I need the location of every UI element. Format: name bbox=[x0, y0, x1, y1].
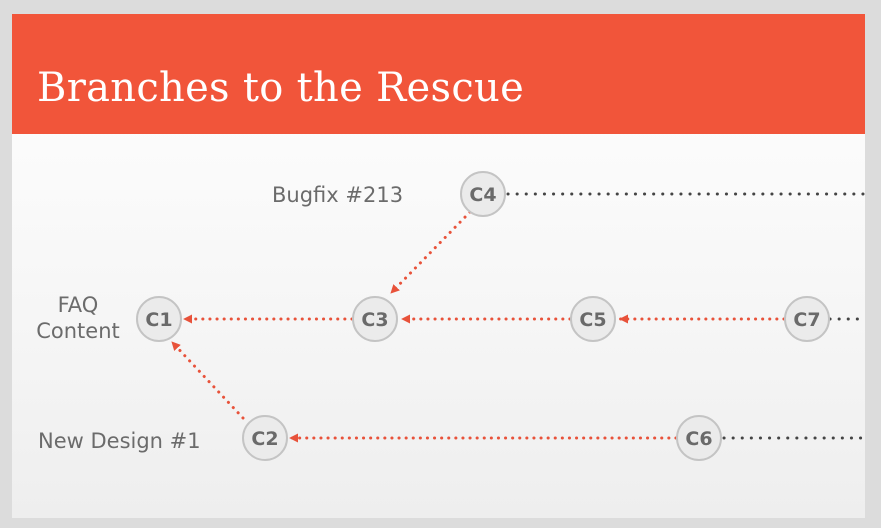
commit-label-c4: C4 bbox=[469, 184, 496, 206]
commit-node-c2: C2 bbox=[242, 415, 288, 461]
commit-graph: C1 C2 C3 C4 C5 C6 bbox=[136, 171, 865, 461]
slide-header: Branches to the Rescue bbox=[12, 14, 865, 134]
commit-label-c6: C6 bbox=[685, 428, 712, 450]
commit-label-c2: C2 bbox=[251, 428, 278, 450]
commit-label-c5: C5 bbox=[579, 309, 606, 331]
commit-label-c1: C1 bbox=[145, 309, 172, 331]
commit-label-c7: C7 bbox=[793, 309, 820, 331]
commit-node-c7: C7 bbox=[784, 296, 830, 342]
branch-label-faq-line2: Content bbox=[36, 319, 120, 343]
branch-label-new-design: New Design #1 bbox=[38, 429, 201, 453]
commit-node-c5: C5 bbox=[570, 296, 616, 342]
commit-node-c1: C1 bbox=[136, 296, 182, 342]
arrow-c4-to-c3 bbox=[389, 210, 472, 295]
commit-node-c3: C3 bbox=[352, 296, 398, 342]
slide: Branches to the Rescue Bugfix #213 FAQ C… bbox=[12, 14, 865, 518]
branch-label-faq-content: FAQ Content bbox=[30, 292, 126, 344]
branch-label-faq-line1: FAQ bbox=[57, 293, 99, 317]
branch-label-bugfix: Bugfix #213 bbox=[272, 183, 404, 207]
commit-node-c4: C4 bbox=[460, 171, 506, 217]
slide-title: Branches to the Rescue bbox=[37, 65, 525, 111]
commit-node-c6: C6 bbox=[676, 415, 722, 461]
commit-label-c3: C3 bbox=[361, 309, 388, 331]
arrow-c2-to-c1 bbox=[170, 340, 245, 420]
